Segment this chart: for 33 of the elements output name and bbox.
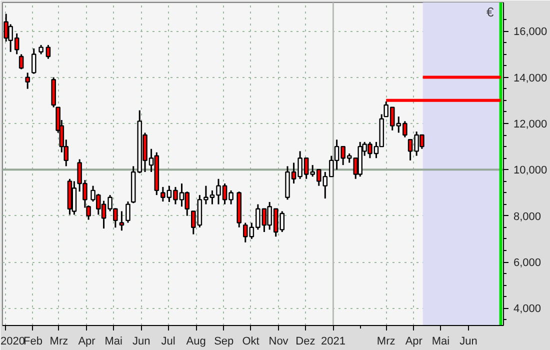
x-tick-label: Jun bbox=[132, 336, 150, 348]
x-tick-label: Apr bbox=[78, 336, 96, 348]
x-tick-label: Mrz bbox=[376, 336, 396, 348]
candlestick bbox=[31, 48, 36, 75]
y-tick-label: 6,000 bbox=[514, 257, 542, 270]
x-tick-label: Aug bbox=[186, 336, 206, 348]
candlestick bbox=[18, 53, 24, 70]
y-tick-label: 16,000 bbox=[514, 26, 548, 38]
y-tick-label: 12,000 bbox=[514, 118, 548, 130]
x-tick-label: 2020 bbox=[0, 336, 25, 348]
x-tick-label: Sep bbox=[214, 336, 234, 348]
candlestick bbox=[72, 180, 77, 216]
x-tick-label: 2021 bbox=[320, 336, 346, 348]
candlestick bbox=[38, 44, 44, 55]
x-tick-label: Mai bbox=[432, 336, 450, 348]
y-tick-label: 8,000 bbox=[514, 210, 542, 223]
x-tick-label: Nov bbox=[268, 336, 289, 348]
y-tick-label: 10,000 bbox=[514, 164, 548, 177]
candlestick bbox=[46, 44, 51, 60]
x-tick-label: Feb bbox=[23, 336, 42, 348]
x-tick-label: Okt bbox=[242, 336, 260, 348]
y-tick-label: 4,000 bbox=[514, 303, 542, 316]
candlestick bbox=[119, 210, 124, 232]
x-tick-label: Dez bbox=[296, 336, 316, 348]
y-tick-label: 14,000 bbox=[514, 72, 548, 84]
y-axis-title: € bbox=[486, 4, 494, 20]
candlestick bbox=[25, 72, 30, 90]
candlestick bbox=[126, 200, 130, 224]
x-tick-label: Mrz bbox=[50, 336, 68, 348]
x-tick-label: Mai bbox=[104, 336, 123, 348]
x-tick-label: Jul bbox=[161, 336, 176, 348]
x-tick-label: Jun bbox=[460, 336, 478, 348]
x-tick-label: Apr bbox=[405, 336, 423, 348]
